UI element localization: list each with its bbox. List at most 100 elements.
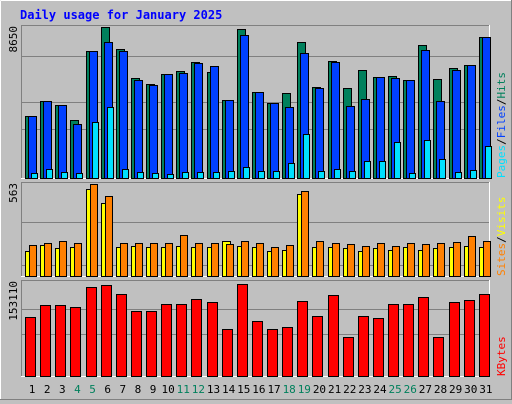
bar-kbytes-day-31 xyxy=(479,294,490,377)
bar-files-day-12 xyxy=(194,63,203,179)
bar-files-day-9 xyxy=(149,85,158,179)
bar-kbytes-day-30 xyxy=(464,300,475,377)
bar-sites-day-1 xyxy=(29,245,37,277)
bar-files-day-17 xyxy=(270,103,279,179)
day-label-27: 27 xyxy=(419,383,432,396)
bar-pages-day-1 xyxy=(31,173,38,179)
day-label-24: 24 xyxy=(373,383,387,396)
bar-sites-day-5 xyxy=(90,184,98,277)
bar-files-day-2 xyxy=(43,101,52,179)
bar-sites-day-12 xyxy=(195,243,203,277)
bar-kbytes-day-12 xyxy=(191,299,202,377)
day-label-17: 17 xyxy=(267,383,280,396)
bar-pages-day-26 xyxy=(409,173,416,179)
bar-kbytes-day-4 xyxy=(70,307,81,377)
day-label-10: 10 xyxy=(162,383,175,396)
bar-pages-day-21 xyxy=(334,169,341,179)
bar-files-day-14 xyxy=(225,100,234,179)
bar-sites-day-29 xyxy=(453,242,461,277)
bar-sites-day-7 xyxy=(120,243,128,277)
bar-files-day-26 xyxy=(406,80,415,179)
day-label-2: 2 xyxy=(44,383,51,396)
bar-kbytes-day-8 xyxy=(131,311,142,377)
day-label-5: 5 xyxy=(89,383,96,396)
bar-pages-day-11 xyxy=(182,172,189,179)
day-label-18: 18 xyxy=(283,383,296,396)
bar-sites-day-25 xyxy=(392,246,400,277)
chart-panels: 8650Pages/Files/Hits563Sites/Visits15311… xyxy=(7,25,508,377)
bar-sites-day-10 xyxy=(165,243,173,277)
bar-kbytes-day-21 xyxy=(328,295,339,377)
bar-pages-day-30 xyxy=(470,170,477,179)
bar-kbytes-day-18 xyxy=(282,327,293,377)
bar-kbytes-day-10 xyxy=(161,304,172,377)
bar-sites-day-21 xyxy=(332,243,340,277)
day-label-21: 21 xyxy=(328,383,341,396)
max-value-label: 563 xyxy=(7,183,20,203)
day-label-15: 15 xyxy=(237,383,250,396)
bar-kbytes-day-27 xyxy=(418,297,429,377)
bar-pages-day-24 xyxy=(379,161,386,179)
bar-kbytes-day-2 xyxy=(40,305,51,377)
bar-sites-day-18 xyxy=(286,245,294,277)
bar-pages-day-12 xyxy=(197,172,204,179)
max-value-label: 8650 xyxy=(7,26,20,53)
bar-kbytes-day-20 xyxy=(312,316,323,377)
bar-kbytes-day-25 xyxy=(388,304,399,377)
bar-kbytes-day-16 xyxy=(252,321,263,377)
bar-pages-day-18 xyxy=(288,163,295,179)
day-axis-labels: 1 2 3 4 5 6 7 8 9 10 11 12 13 14 15 16 17 18 19 20 21 22 23 24 2… xyxy=(29,383,493,396)
bar-pages-day-6 xyxy=(107,107,114,179)
bar-sites-day-19 xyxy=(301,191,309,277)
bar-sites-day-15 xyxy=(241,241,249,277)
bar-pages-day-10 xyxy=(167,174,174,179)
bar-kbytes-day-9 xyxy=(146,311,157,377)
bar-kbytes-day-26 xyxy=(403,304,414,377)
day-label-16: 16 xyxy=(252,383,265,396)
bar-sites-day-14 xyxy=(226,244,234,277)
legend-entry: / xyxy=(495,236,508,243)
bar-files-day-29 xyxy=(452,70,461,179)
bar-kbytes-day-17 xyxy=(267,329,278,377)
day-label-31: 31 xyxy=(479,383,492,396)
bar-sites-day-22 xyxy=(347,244,355,277)
bar-files-day-20 xyxy=(315,88,324,179)
bar-pages-day-3 xyxy=(61,172,68,179)
day-label-23: 23 xyxy=(358,383,371,396)
day-label-1: 1 xyxy=(29,383,36,396)
bar-sites-day-6 xyxy=(105,196,113,277)
bar-kbytes-day-23 xyxy=(358,316,369,377)
bar-pages-day-14 xyxy=(228,171,235,179)
bar-kbytes-day-5 xyxy=(86,287,97,377)
bar-pages-day-16 xyxy=(258,171,265,179)
bar-pages-day-17 xyxy=(273,171,280,179)
bar-pages-day-28 xyxy=(439,159,446,179)
bar-kbytes-day-11 xyxy=(176,304,187,377)
day-label-4: 4 xyxy=(74,383,81,396)
bar-files-day-10 xyxy=(164,74,173,179)
bar-pages-day-8 xyxy=(137,172,144,179)
bar-sites-day-30 xyxy=(468,236,476,277)
panel-legend: KBytes xyxy=(495,336,508,376)
day-label-29: 29 xyxy=(449,383,462,396)
day-label-14: 14 xyxy=(222,383,236,396)
day-label-25: 25 xyxy=(388,383,401,396)
bar-sites-day-2 xyxy=(44,243,52,277)
panel-legend: Sites/Visits xyxy=(495,197,508,277)
bar-sites-day-26 xyxy=(407,243,415,277)
bar-kbytes-day-19 xyxy=(297,301,308,377)
bar-kbytes-day-15 xyxy=(237,284,248,377)
legend-entry: Hits xyxy=(495,72,508,99)
bar-pages-day-4 xyxy=(76,173,83,179)
bar-files-day-3 xyxy=(58,105,67,179)
bar-kbytes-day-3 xyxy=(55,305,66,377)
bar-sites-day-9 xyxy=(150,243,158,277)
panel-visits-sites: 563 Sites/Visits xyxy=(7,182,508,277)
bar-sites-day-17 xyxy=(271,247,279,277)
max-value-label: 153110 xyxy=(7,281,20,321)
legend-entry: KBytes xyxy=(495,336,508,376)
legend-entry: / xyxy=(495,138,508,145)
bar-kbytes-day-6 xyxy=(101,285,112,377)
